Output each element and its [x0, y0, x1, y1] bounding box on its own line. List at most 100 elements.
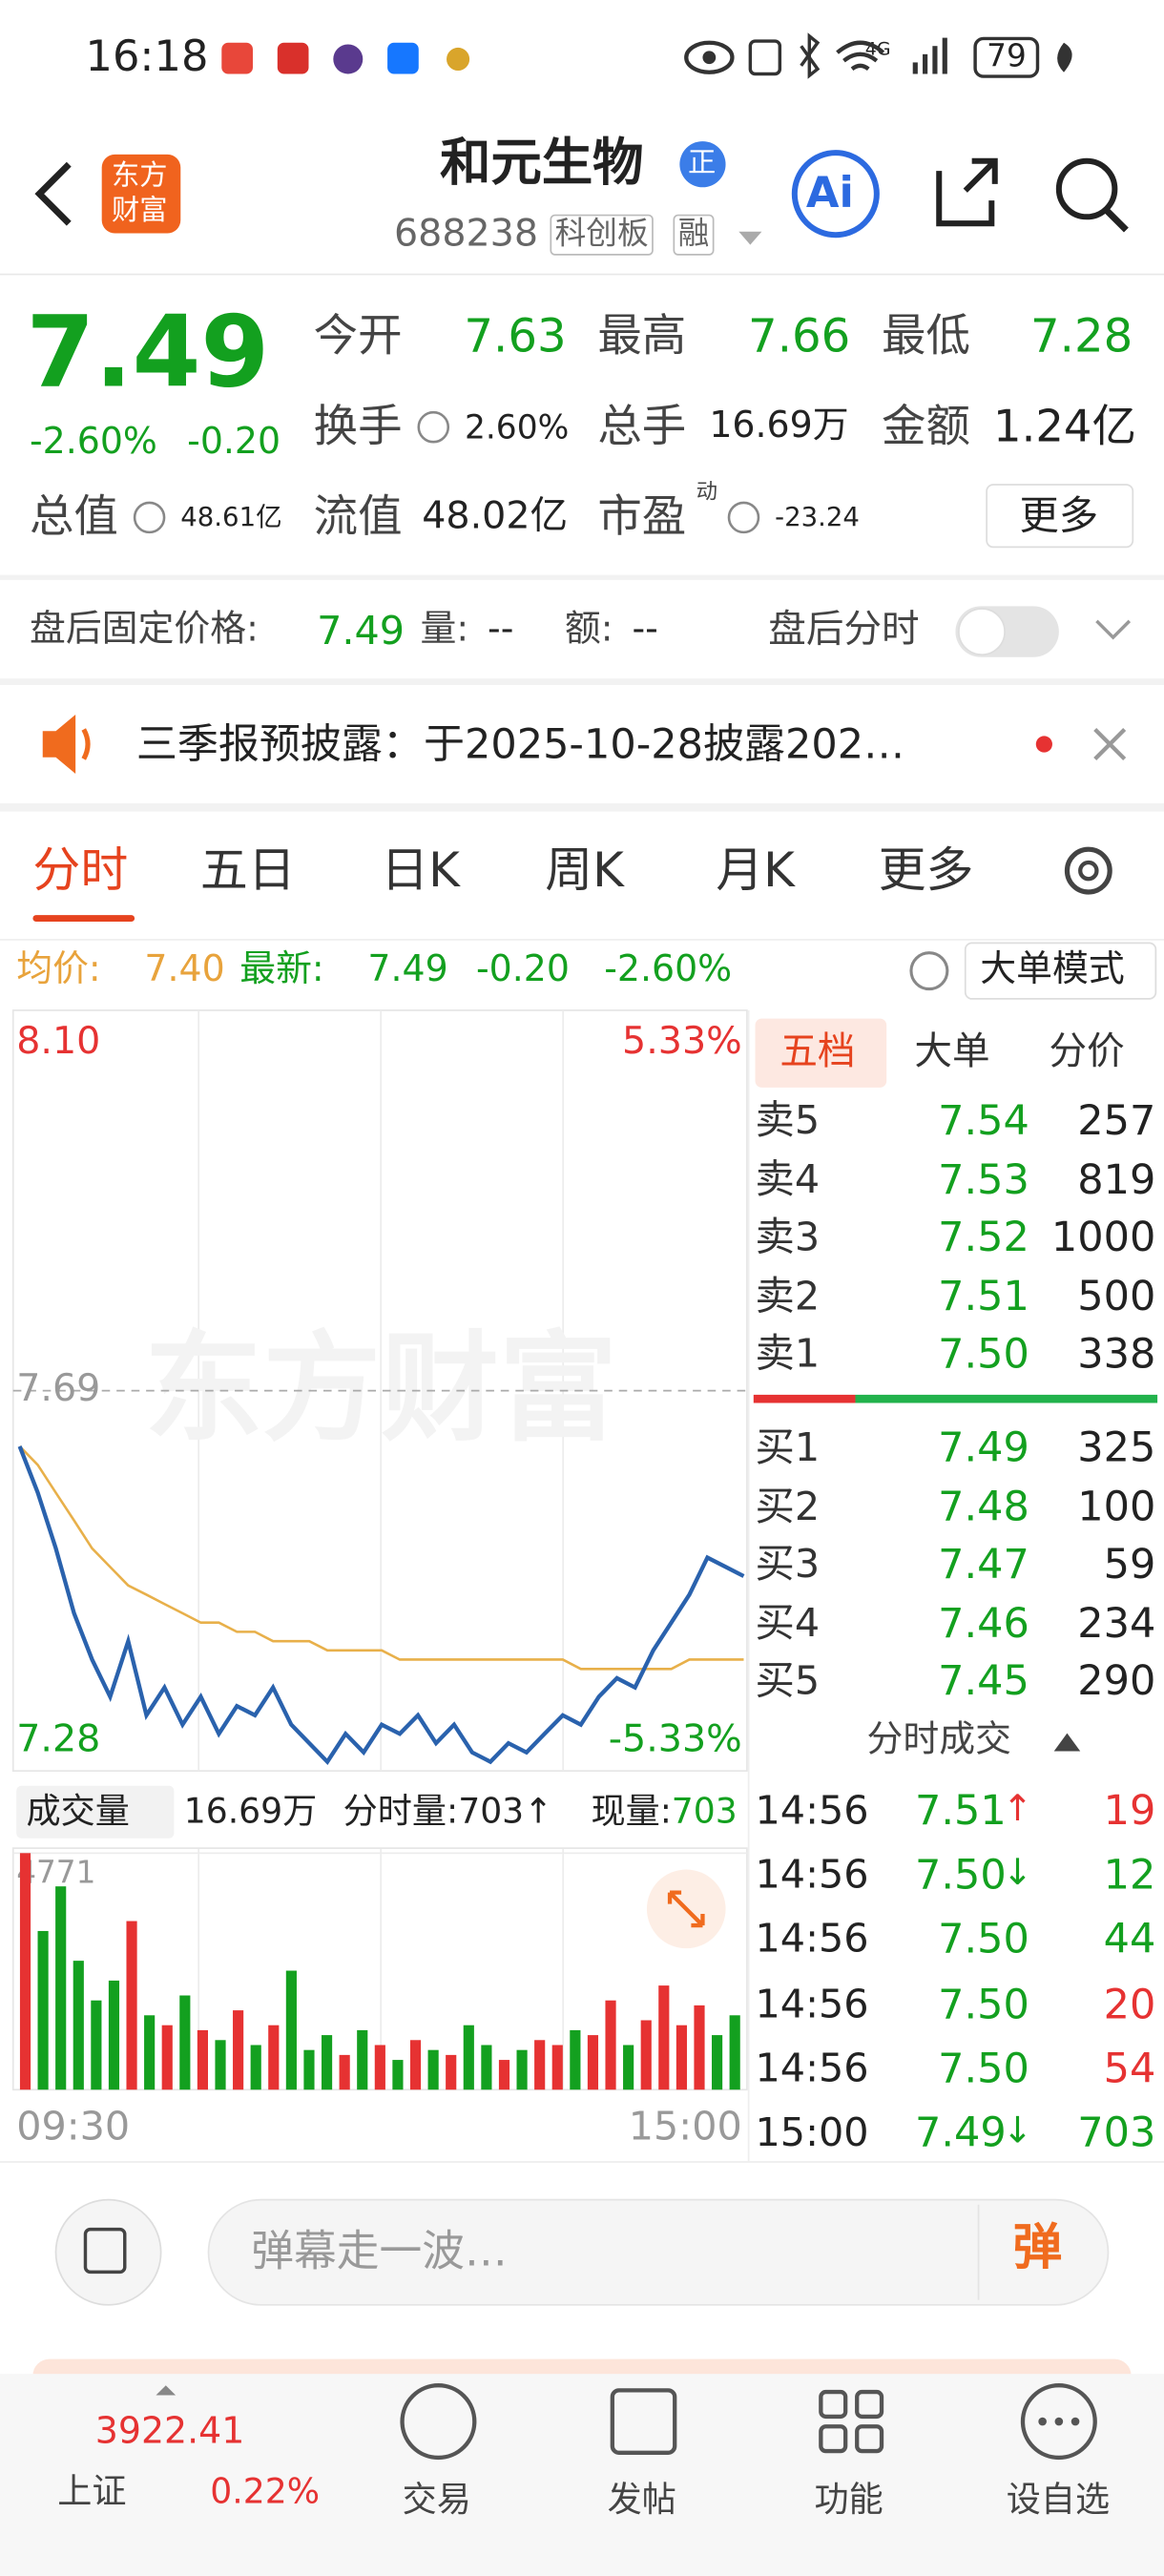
settings-icon[interactable] — [1078, 860, 1099, 882]
comment-placeholder[interactable]: 弹幕走一波… — [251, 2227, 508, 2277]
volume-bar — [516, 2049, 528, 2090]
volume-bar — [321, 2035, 333, 2090]
book-price: 7.49 — [938, 1423, 1029, 1471]
nav-item[interactable]: 发帖 — [607, 2480, 676, 2520]
trade-volume: 703 — [1077, 2109, 1156, 2156]
nav-item[interactable]: 交易 — [402, 2480, 471, 2520]
toggle[interactable] — [955, 606, 1059, 657]
after-chart-label[interactable]: 盘后分时 — [768, 608, 920, 652]
search-icon[interactable] — [1104, 207, 1129, 233]
watchlist-icon[interactable] — [1020, 2383, 1097, 2461]
volume-bar — [658, 1985, 670, 2090]
tab[interactable]: 周K — [545, 841, 624, 899]
info-icon — [417, 410, 450, 444]
watermark: 东方财富 — [144, 1320, 617, 1458]
trade-time: 14:56 — [755, 1980, 869, 2027]
tab[interactable]: 更多 — [878, 841, 974, 899]
help-icon[interactable] — [909, 951, 949, 991]
trade-volume: 12 — [1103, 1851, 1156, 1899]
after-label: 盘后固定价格: — [29, 609, 259, 651]
emoji-button[interactable] — [54, 2198, 162, 2306]
book-volume: 59 — [1103, 1540, 1156, 1589]
expand-button[interactable] — [646, 1869, 726, 1949]
trade-dir: ↓ — [1002, 2110, 1033, 2152]
tag: 科创板 — [550, 214, 654, 256]
app-icon — [221, 42, 253, 74]
volume-bar — [179, 1995, 191, 2090]
comment-button[interactable]: 弹 — [1012, 2219, 1063, 2277]
book-tab[interactable]: 分价 — [1049, 1030, 1125, 1074]
settings-icon[interactable] — [1064, 846, 1112, 895]
chevron[interactable] — [1095, 619, 1132, 640]
field-value: -23.24 — [775, 501, 860, 532]
tab[interactable]: 分时 — [32, 841, 129, 899]
book-price: 7.48 — [938, 1482, 1029, 1530]
book-volume: 257 — [1077, 1096, 1156, 1145]
bid-bar — [855, 1394, 1158, 1403]
close-icon[interactable] — [1093, 728, 1127, 761]
emoji-icon[interactable] — [83, 2227, 127, 2275]
nav-item[interactable]: 功能 — [814, 2480, 883, 2520]
expand-icon[interactable] — [667, 1890, 705, 1928]
search-icon[interactable] — [1055, 157, 1118, 220]
dropdown-icon[interactable] — [738, 231, 762, 245]
after-value: -- — [488, 609, 514, 651]
index-value[interactable]: 3922.41 — [94, 2411, 245, 2453]
index-name[interactable]: 上证 — [57, 2471, 127, 2511]
avg-label: 均价: — [16, 949, 101, 991]
change: -0.20 — [187, 422, 281, 464]
book-volume: 100 — [1077, 1482, 1156, 1530]
book-tab[interactable]: 五档 — [779, 1030, 856, 1074]
period-volume: 分时量:703↑ — [343, 1791, 553, 1832]
caret — [156, 2385, 177, 2396]
book-label: 买5 — [755, 1657, 821, 1704]
volume-bar — [339, 2054, 350, 2090]
tab[interactable]: 日K — [381, 841, 460, 899]
field-label: 金额 — [882, 402, 970, 453]
volume-bar — [55, 1886, 67, 2090]
mode-label[interactable]: 大单模式 — [980, 949, 1125, 991]
volume-bar — [250, 2045, 261, 2090]
book-label: 买2 — [755, 1483, 821, 1529]
share-icon[interactable] — [936, 157, 998, 227]
book-label: 卖3 — [755, 1214, 821, 1260]
last-label: 最新: — [239, 949, 324, 991]
nav-item[interactable]: 设自选 — [1006, 2480, 1111, 2520]
volume-bar — [144, 2015, 156, 2090]
volume-label[interactable]: 成交量 — [26, 1791, 130, 1832]
tab[interactable]: 五日 — [199, 841, 296, 899]
volume-bar — [694, 2005, 705, 2090]
tag: 融 — [673, 214, 715, 256]
back-icon[interactable] — [34, 161, 72, 226]
field-value: 7.66 — [748, 308, 851, 364]
toggle-knob[interactable] — [958, 608, 1006, 656]
trade-price: 7.51 — [914, 1786, 1007, 1835]
ai-label[interactable]: Ai — [805, 169, 854, 219]
x-tick-label: 15:00 — [629, 2104, 742, 2150]
notice-text[interactable]: 三季报预披露：于2025-10-28披露202… — [135, 720, 905, 768]
speaker-icon — [81, 728, 91, 760]
trades-title[interactable]: 分时成交 — [866, 1719, 1011, 1761]
price: 7.49 — [26, 295, 270, 411]
trade-dir: ↓ — [1002, 1853, 1033, 1895]
post-icon[interactable] — [610, 2388, 677, 2455]
trade-icon[interactable] — [400, 2383, 477, 2461]
x-tick-label: 09:30 — [16, 2104, 130, 2150]
book-tab[interactable]: 大单 — [914, 1030, 990, 1074]
function-icon[interactable] — [819, 2389, 884, 2454]
watchlist-icon[interactable] — [1038, 2417, 1080, 2426]
index-change[interactable]: 0.22% — [210, 2471, 321, 2511]
series-line — [18, 1445, 744, 1671]
field-value: 7.28 — [1030, 308, 1133, 364]
trade-time: 15:00 — [755, 2109, 869, 2156]
app-icon — [277, 42, 309, 74]
more-label[interactable]: 更多 — [1019, 492, 1099, 539]
volume-bar — [285, 1970, 297, 2090]
change-pct: -2.60% — [29, 422, 157, 464]
trade-price: 7.50 — [938, 2044, 1029, 2092]
tab[interactable]: 月K — [716, 841, 795, 899]
book-label: 买1 — [755, 1423, 821, 1471]
trade-volume: 44 — [1103, 1915, 1156, 1963]
network: 4G — [864, 38, 891, 60]
nfc-icon — [748, 39, 782, 76]
